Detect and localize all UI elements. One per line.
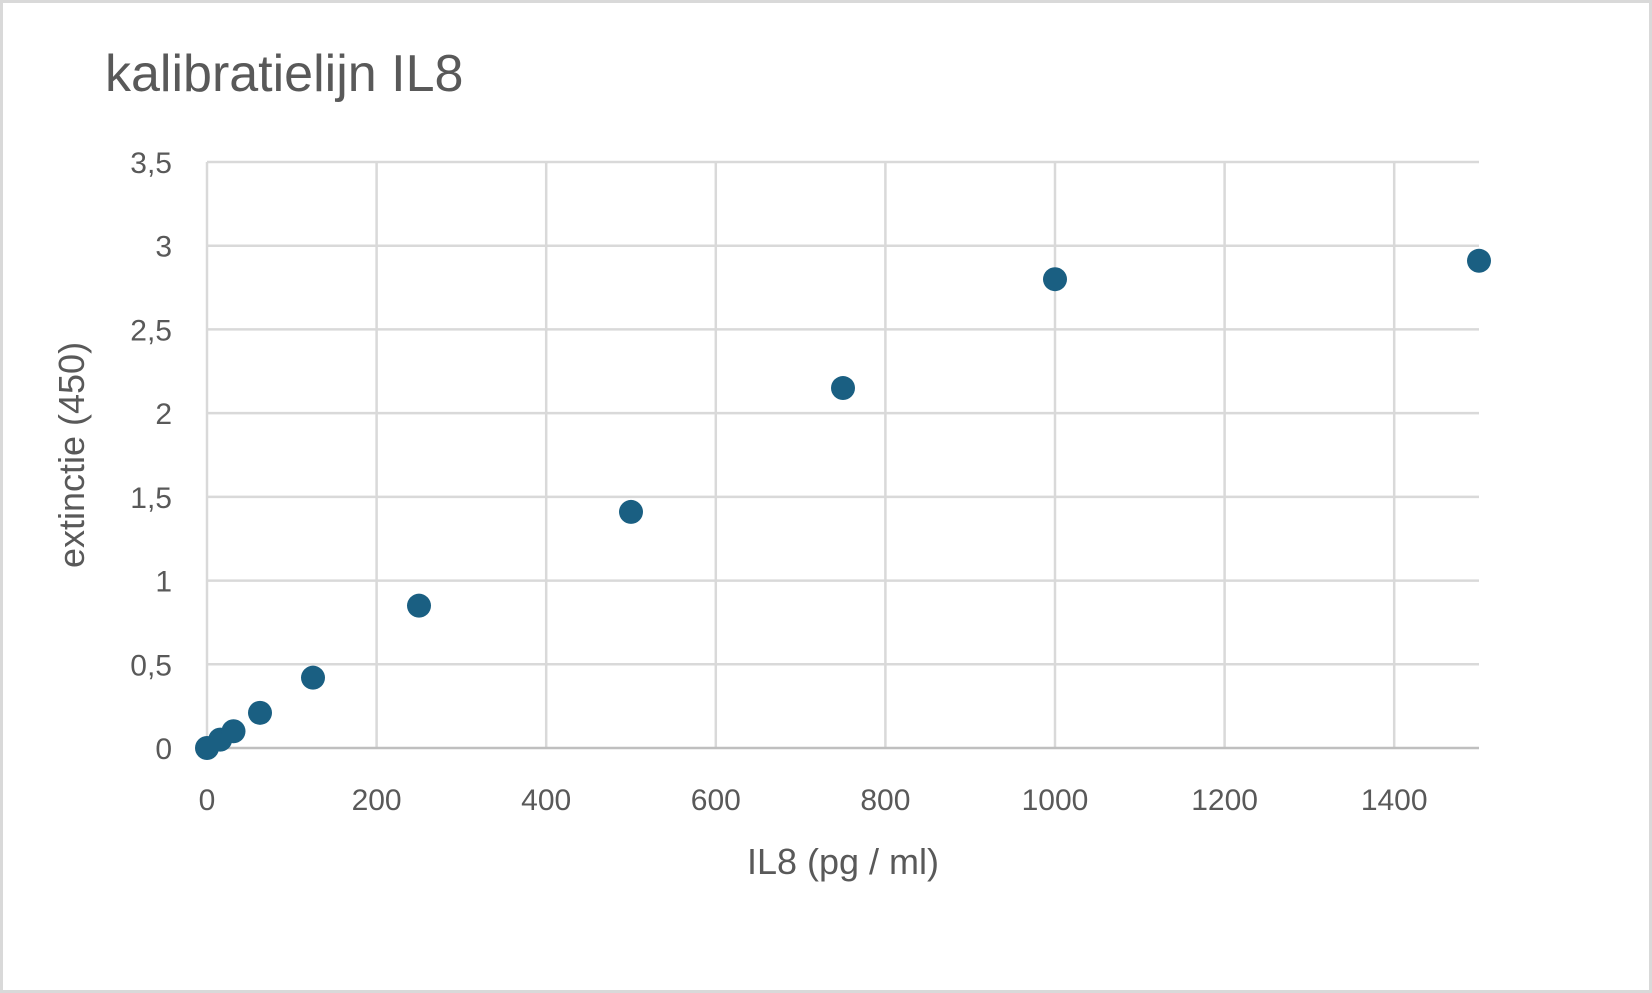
data-point [619, 499, 643, 524]
x-tick-label: 0 [199, 784, 216, 817]
x-axis-title: IL8 (pg / ml) [747, 841, 939, 882]
data-point [248, 700, 272, 725]
x-tick-label: 1400 [1361, 784, 1428, 817]
data-point [1043, 267, 1067, 292]
tick-labels: 0 200 400 600 800 1000 1200 1400 0 0,5 1 1,5 2 2,5 3 3,… [130, 147, 1427, 817]
y-tick-label: 0,5 [130, 649, 172, 682]
x-tick-label: 600 [691, 784, 741, 817]
y-axis-title: extinctie (450) [51, 342, 92, 568]
y-tick-label: 3,5 [130, 147, 172, 180]
y-tick-label: 2,5 [130, 314, 172, 347]
x-tick-label: 1200 [1191, 784, 1258, 817]
y-tick-label: 1 [155, 566, 172, 599]
y-tick-label: 2 [155, 398, 172, 431]
data-point [301, 665, 325, 690]
y-tick-label: 0 [155, 733, 172, 766]
x-tick-label: 200 [352, 784, 402, 817]
x-tick-label: 1000 [1022, 784, 1089, 817]
data-point [407, 593, 431, 618]
grid-lines [205, 160, 1479, 748]
data-point [1467, 248, 1491, 273]
x-tick-label: 400 [521, 784, 571, 817]
data-points [195, 248, 1491, 760]
chart-title: kalibratielijn IL8 [105, 45, 464, 103]
y-tick-label: 3 [155, 231, 172, 264]
data-point [831, 376, 855, 401]
x-tick-label: 800 [860, 784, 910, 817]
y-tick-label: 1,5 [130, 482, 172, 515]
data-point [221, 719, 246, 744]
